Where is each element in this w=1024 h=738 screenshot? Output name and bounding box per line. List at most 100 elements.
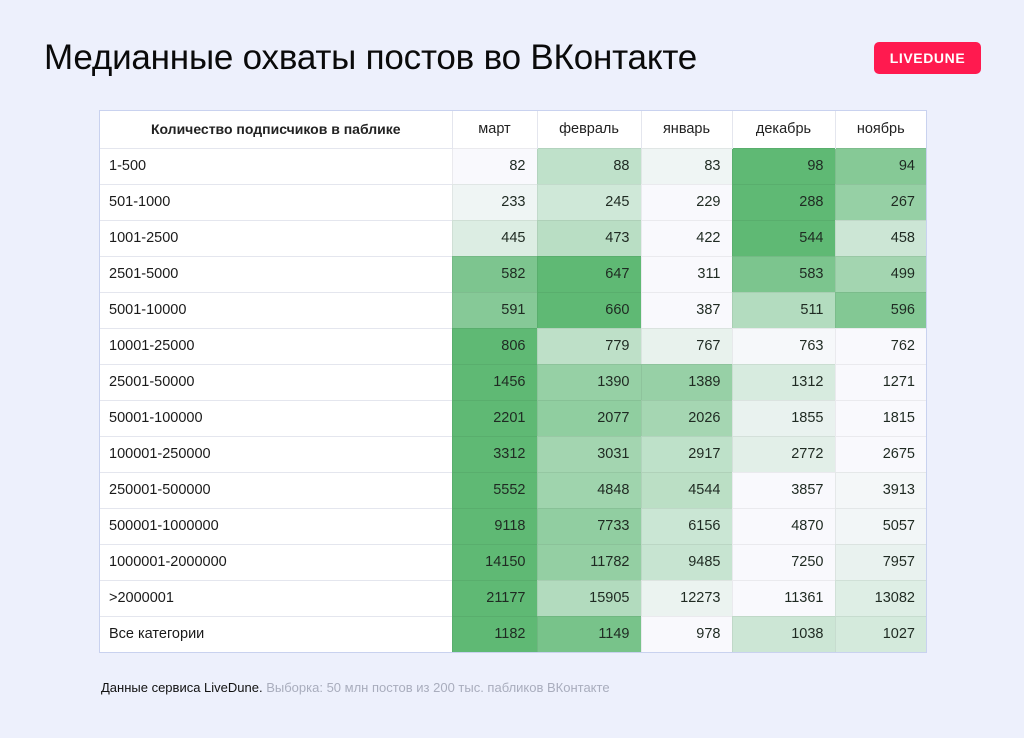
- value-cell: 83: [640, 147, 732, 184]
- value-cell: 233: [451, 183, 537, 220]
- value-cell: 267: [834, 183, 926, 220]
- value-cell: 4870: [731, 507, 835, 544]
- value-cell: 13082: [834, 579, 926, 616]
- value-cell: 1027: [834, 615, 926, 652]
- value-cell: 596: [834, 291, 926, 328]
- value-cell: 9118: [451, 507, 537, 544]
- column-header-month: январь: [640, 111, 732, 148]
- page-title: Медианные охваты постов во ВКонтакте: [44, 38, 698, 77]
- value-cell: 660: [536, 291, 641, 328]
- table-row: 10001-25000 806 779 767 763 762: [100, 327, 926, 364]
- row-label: 25001-50000: [100, 363, 452, 400]
- value-cell: 806: [451, 327, 537, 364]
- value-cell: 5552: [451, 471, 537, 508]
- column-header-subscribers: Количество подписчиков в паблике: [100, 111, 452, 148]
- value-cell: 583: [731, 255, 835, 292]
- value-cell: 9485: [640, 543, 732, 580]
- value-cell: 4544: [640, 471, 732, 508]
- row-label: 501-1000: [100, 183, 452, 220]
- value-cell: 4848: [536, 471, 641, 508]
- table-row: 100001-250000 3312 3031 2917 2772 2675: [100, 435, 926, 472]
- value-cell: 229: [640, 183, 732, 220]
- table-row: 5001-10000 591 660 387 511 596: [100, 291, 926, 328]
- value-cell: 767: [640, 327, 732, 364]
- value-cell: 7250: [731, 543, 835, 580]
- column-header-month: март: [451, 111, 537, 148]
- column-header-month: декабрь: [731, 111, 835, 148]
- value-cell: 7957: [834, 543, 926, 580]
- value-cell: 582: [451, 255, 537, 292]
- table-row: >2000001 21177 15905 12273 11361 13082: [100, 579, 926, 616]
- row-label: 100001-250000: [100, 435, 452, 472]
- value-cell: 1312: [731, 363, 835, 400]
- value-cell: 15905: [536, 579, 641, 616]
- row-label: Все категории: [100, 615, 452, 652]
- table-row: 500001-1000000 9118 7733 6156 4870 5057: [100, 507, 926, 544]
- value-cell: 763: [731, 327, 835, 364]
- value-cell: 387: [640, 291, 732, 328]
- data-source: Данные сервиса LiveDune.: [101, 680, 263, 695]
- table-row: 1001-2500 445 473 422 544 458: [100, 219, 926, 256]
- value-cell: 1456: [451, 363, 537, 400]
- value-cell: 21177: [451, 579, 537, 616]
- value-cell: 1182: [451, 615, 537, 652]
- row-label: 50001-100000: [100, 399, 452, 436]
- value-cell: 647: [536, 255, 641, 292]
- row-label: 10001-25000: [100, 327, 452, 364]
- column-header-month: февраль: [536, 111, 641, 148]
- row-label: 1-500: [100, 147, 452, 184]
- value-cell: 1855: [731, 399, 835, 436]
- value-cell: 422: [640, 219, 732, 256]
- value-cell: 1271: [834, 363, 926, 400]
- row-label: 250001-500000: [100, 471, 452, 508]
- value-cell: 445: [451, 219, 537, 256]
- value-cell: 1149: [536, 615, 641, 652]
- table-row: 501-1000 233 245 229 288 267: [100, 183, 926, 220]
- value-cell: 511: [731, 291, 835, 328]
- row-label: 500001-1000000: [100, 507, 452, 544]
- value-cell: 2077: [536, 399, 641, 436]
- brand-logo: LIVEDUNE: [874, 42, 981, 74]
- value-cell: 3312: [451, 435, 537, 472]
- value-cell: 1389: [640, 363, 732, 400]
- value-cell: 2201: [451, 399, 537, 436]
- value-cell: 98: [731, 147, 835, 184]
- value-cell: 1815: [834, 399, 926, 436]
- value-cell: 5057: [834, 507, 926, 544]
- value-cell: 1390: [536, 363, 641, 400]
- value-cell: 94: [834, 147, 926, 184]
- table-row: 50001-100000 2201 2077 2026 1855 1815: [100, 399, 926, 436]
- row-label: >2000001: [100, 579, 452, 616]
- value-cell: 14150: [451, 543, 537, 580]
- value-cell: 288: [731, 183, 835, 220]
- value-cell: 762: [834, 327, 926, 364]
- footer-note: Данные сервиса LiveDune. Выборка: 50 млн…: [101, 680, 610, 695]
- value-cell: 978: [640, 615, 732, 652]
- value-cell: 1038: [731, 615, 835, 652]
- value-cell: 245: [536, 183, 641, 220]
- row-label: 5001-10000: [100, 291, 452, 328]
- value-cell: 2772: [731, 435, 835, 472]
- value-cell: 2917: [640, 435, 732, 472]
- table-header-row: Количество подписчиков в паблике март фе…: [100, 111, 926, 148]
- row-label: 2501-5000: [100, 255, 452, 292]
- table-row: 1000001-2000000 14150 11782 9485 7250 7957: [100, 543, 926, 580]
- row-label: 1001-2500: [100, 219, 452, 256]
- value-cell: 3857: [731, 471, 835, 508]
- value-cell: 6156: [640, 507, 732, 544]
- table-row: Все категории 1182 1149 978 1038 1027: [100, 615, 926, 652]
- value-cell: 779: [536, 327, 641, 364]
- value-cell: 11361: [731, 579, 835, 616]
- row-label: 1000001-2000000: [100, 543, 452, 580]
- value-cell: 12273: [640, 579, 732, 616]
- sample-note: Выборка: 50 млн постов из 200 тыс. пабли…: [266, 680, 610, 695]
- value-cell: 499: [834, 255, 926, 292]
- table-row: 250001-500000 5552 4848 4544 3857 3913: [100, 471, 926, 508]
- value-cell: 544: [731, 219, 835, 256]
- value-cell: 2026: [640, 399, 732, 436]
- table-row: 1-500 82 88 83 98 94: [100, 147, 926, 184]
- reach-heatmap-table: Количество подписчиков в паблике март фе…: [99, 110, 927, 653]
- table-row: 2501-5000 582 647 311 583 499: [100, 255, 926, 292]
- value-cell: 2675: [834, 435, 926, 472]
- value-cell: 311: [640, 255, 732, 292]
